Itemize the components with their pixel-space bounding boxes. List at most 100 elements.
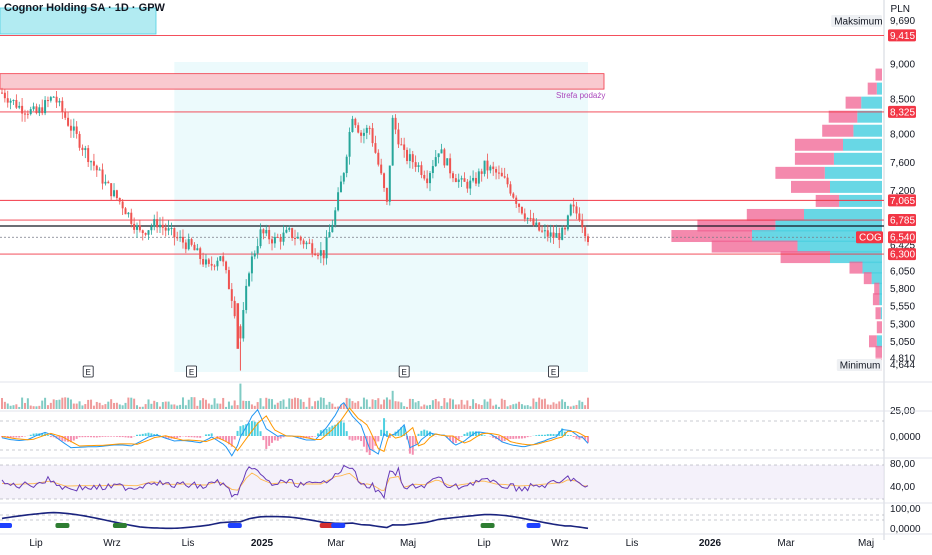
volume-bar bbox=[12, 405, 14, 409]
earnings-marker-label: E bbox=[189, 368, 194, 377]
volume-bar bbox=[509, 405, 511, 409]
candle-body bbox=[374, 143, 376, 153]
volume-profile-sell-bar bbox=[868, 83, 877, 95]
candle-body bbox=[148, 230, 150, 235]
candle-body bbox=[70, 126, 72, 131]
volume-bar bbox=[521, 404, 523, 409]
time-axis-label: Maj bbox=[400, 538, 416, 549]
macd-histogram-bar bbox=[150, 433, 152, 436]
volume-bar bbox=[130, 398, 132, 409]
macd-histogram-bar bbox=[191, 436, 193, 437]
volume-profile-buy-bar bbox=[853, 125, 882, 137]
candle-body bbox=[397, 130, 399, 145]
candle-body bbox=[426, 179, 428, 184]
candle-body bbox=[458, 180, 460, 182]
macd-histogram-bar bbox=[541, 435, 543, 436]
candle-body bbox=[581, 221, 583, 228]
volume-bar bbox=[311, 406, 313, 409]
volume-bar bbox=[558, 401, 560, 409]
candle-body bbox=[558, 233, 560, 240]
volume-bar bbox=[392, 391, 394, 409]
candle-body bbox=[76, 126, 78, 133]
macd-histogram-bar bbox=[193, 436, 195, 437]
volume-profile-buy-bar bbox=[881, 307, 882, 319]
macd-histogram-bar bbox=[570, 435, 572, 436]
macd-histogram-bar bbox=[18, 436, 20, 437]
volume-bar bbox=[297, 398, 299, 409]
volume-bar bbox=[441, 406, 443, 409]
volume-bar bbox=[567, 406, 569, 409]
volume-bar bbox=[79, 401, 81, 409]
volume-bar bbox=[93, 406, 95, 409]
candle-body bbox=[469, 181, 471, 189]
candle-body bbox=[303, 241, 305, 245]
volume-bar bbox=[127, 398, 129, 409]
candle-body bbox=[334, 210, 336, 225]
candle-body bbox=[535, 223, 537, 226]
volume-bar bbox=[573, 406, 575, 409]
candle-body bbox=[555, 233, 557, 238]
volume-bar bbox=[418, 401, 420, 409]
volume-profile-sell-bar bbox=[846, 97, 862, 109]
volume-bar bbox=[262, 406, 264, 409]
minimum-label: Minimum bbox=[840, 361, 881, 372]
volume-bar bbox=[587, 398, 589, 409]
volume-bar bbox=[386, 397, 388, 409]
volume-bar bbox=[420, 406, 422, 409]
volume-bar bbox=[317, 401, 319, 409]
candle-body bbox=[136, 225, 138, 230]
macd-histogram-bar bbox=[484, 435, 486, 436]
macd-histogram-bar bbox=[349, 436, 351, 440]
macd-tick-label: 0,0000 bbox=[890, 432, 921, 443]
volume-bar bbox=[564, 402, 566, 409]
oscillator-signal-marker bbox=[331, 523, 345, 528]
rsi-tick-label: 80,00 bbox=[890, 459, 915, 470]
currency-label: PLN bbox=[891, 4, 910, 15]
candle-body bbox=[222, 256, 224, 261]
candle-body bbox=[412, 154, 414, 162]
volume-profile-sell-bar bbox=[775, 167, 824, 179]
volume-bar bbox=[512, 404, 514, 409]
candle-body bbox=[260, 229, 262, 246]
volume-bar bbox=[64, 397, 66, 409]
candle-body bbox=[380, 165, 382, 174]
candle-body bbox=[463, 178, 465, 182]
volume-bar bbox=[541, 399, 543, 409]
candle-body bbox=[237, 303, 240, 349]
macd-histogram-bar bbox=[262, 436, 264, 440]
volume-profile-buy-bar bbox=[877, 335, 882, 347]
candle-body bbox=[33, 106, 35, 109]
maximum-value: 9,690 bbox=[890, 16, 915, 27]
macd-histogram-bar bbox=[458, 436, 460, 439]
candle-body bbox=[351, 119, 353, 132]
candle-body bbox=[113, 190, 115, 196]
time-axis-label: Lis bbox=[182, 538, 195, 549]
candle-body bbox=[320, 250, 322, 256]
time-axis-label: Wrz bbox=[551, 538, 569, 549]
volume-bar bbox=[4, 402, 6, 409]
candle-body bbox=[202, 259, 204, 264]
volume-bar bbox=[288, 398, 290, 409]
candle-body bbox=[93, 161, 95, 165]
candle-body bbox=[107, 182, 109, 183]
macd-histogram-bar bbox=[354, 436, 356, 440]
candle-body bbox=[518, 204, 520, 207]
candle-body bbox=[515, 198, 517, 204]
candle-body bbox=[188, 239, 190, 249]
volume-bar bbox=[67, 398, 69, 409]
signal-line bbox=[2, 408, 588, 451]
volume-bar bbox=[185, 405, 187, 409]
volume-bar bbox=[61, 398, 63, 409]
candle-body bbox=[153, 219, 155, 227]
candle-body bbox=[564, 228, 566, 230]
oscillator-signal-marker bbox=[0, 523, 12, 528]
candle-body bbox=[573, 205, 575, 207]
volume-bar bbox=[294, 398, 296, 409]
macd-histogram-bar bbox=[130, 436, 132, 438]
volume-bar bbox=[87, 400, 89, 409]
macd-histogram-bar bbox=[547, 434, 549, 436]
candle-body bbox=[116, 190, 118, 198]
earnings-marker-label: E bbox=[551, 368, 556, 377]
time-axis-label: Lip bbox=[477, 538, 491, 549]
